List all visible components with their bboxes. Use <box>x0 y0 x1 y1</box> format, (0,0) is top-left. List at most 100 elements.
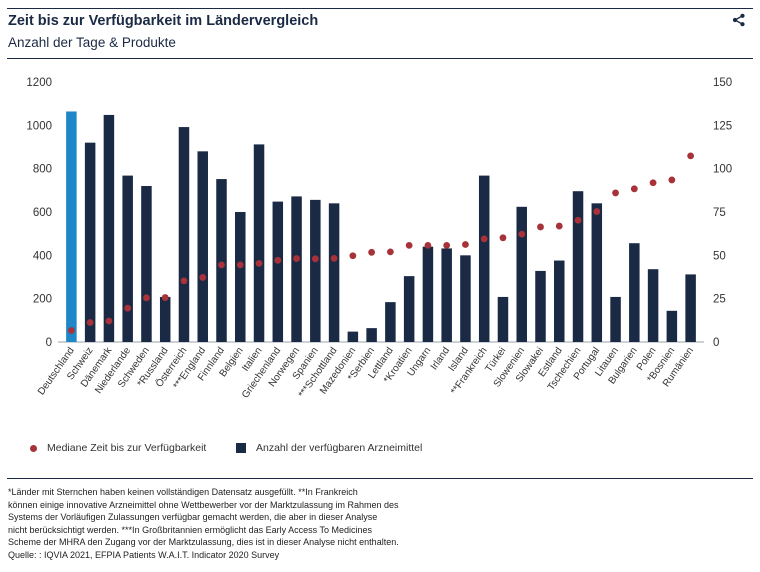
median-dot <box>180 277 188 285</box>
median-dot <box>293 255 300 262</box>
bar <box>103 114 115 342</box>
median-dot <box>480 235 488 243</box>
median-dot <box>124 304 132 312</box>
bar <box>347 331 359 342</box>
bar <box>310 199 321 342</box>
footnote-line: *Länder mit Sternchen haben keinen volls… <box>8 487 358 497</box>
bar <box>685 274 696 342</box>
bar <box>610 296 621 342</box>
median-dot <box>349 252 357 260</box>
footnote-line: Scheme der MHRA den Zugang vor der Markt… <box>8 537 399 548</box>
bar <box>141 186 152 342</box>
median-dot <box>649 179 657 187</box>
bar <box>591 203 603 342</box>
bar <box>516 206 527 342</box>
top-rule <box>7 8 753 9</box>
median-dot <box>518 230 526 238</box>
chart-subtitle: Anzahl der Tage & Produkte <box>8 35 176 50</box>
bar <box>216 179 227 342</box>
bar <box>460 255 471 342</box>
median-dot <box>236 261 244 269</box>
legend-item-medicines: Anzahl der verfügbaren Arzneimittel <box>236 442 422 454</box>
y-left-tick-label: 400 <box>33 250 52 262</box>
median-dot <box>424 241 432 249</box>
bar <box>422 246 434 342</box>
median-dot <box>218 261 225 269</box>
y-right-tick-label: 125 <box>713 120 732 132</box>
median-dot <box>161 294 169 301</box>
median-dot <box>462 241 469 248</box>
footnote-line: Quelle: : IQVIA 2021, EFPIA Patients W.A… <box>8 549 280 560</box>
median-dot <box>143 294 150 302</box>
legend: Mediane Zeit bis zur Verfügbarkeit Anzah… <box>0 442 760 462</box>
legend-label-median-time: Mediane Zeit bis zur Verfügbarkeit <box>47 442 207 454</box>
y-right-tick-label: 50 <box>713 250 726 262</box>
median-dot <box>368 248 376 256</box>
footer-rule <box>7 478 753 479</box>
chart-title: Zeit bis zur Verfügbarkeit im Länderverg… <box>8 13 319 29</box>
median-dot <box>499 234 507 242</box>
y-left-tick-label: 200 <box>33 294 52 306</box>
median-dot <box>86 319 94 326</box>
median-dot <box>199 274 207 281</box>
header-rule <box>7 58 753 59</box>
median-dot <box>574 216 582 224</box>
footnote-line: können einige innovative Arzneimittel oh… <box>8 499 399 510</box>
bar <box>235 212 246 342</box>
bar <box>66 111 77 342</box>
bar <box>554 260 565 342</box>
bar <box>366 328 377 342</box>
bar <box>84 142 96 342</box>
bar <box>478 175 490 342</box>
bar <box>572 191 584 342</box>
median-dot <box>668 176 676 184</box>
legend-dot-icon <box>30 444 37 452</box>
bar <box>291 196 302 342</box>
y-right-tick-label: 150 <box>713 77 732 89</box>
median-dot <box>255 259 263 267</box>
y-right-tick-label: 0 <box>713 337 719 349</box>
y-left-tick-label: 0 <box>46 337 52 349</box>
median-dot <box>593 208 601 215</box>
median-dot <box>537 223 544 231</box>
median-dot <box>330 254 338 262</box>
bar <box>178 127 190 342</box>
bar <box>159 296 171 342</box>
bar <box>629 243 640 342</box>
bar <box>666 310 678 342</box>
median-dot <box>311 255 319 263</box>
legend-label-medicines: Anzahl der verfügbaren Arzneimittel <box>256 442 423 454</box>
bar <box>497 296 509 342</box>
bar <box>197 151 208 342</box>
y-right-tick-label: 25 <box>713 294 726 306</box>
bar <box>272 201 284 342</box>
chart-area: 0200400600800100012000255075100125150Deu… <box>26 77 732 400</box>
bar <box>535 270 546 342</box>
median-dot <box>443 241 451 249</box>
median-dot <box>274 256 282 264</box>
bar <box>122 175 133 342</box>
bar <box>441 248 452 342</box>
median-dot <box>687 152 695 160</box>
median-dot <box>386 248 394 256</box>
y-left-tick-label: 1000 <box>26 120 52 132</box>
bar <box>385 302 396 342</box>
footnote: *Länder mit Sternchen haben keinen volls… <box>8 486 728 562</box>
y-left-tick-label: 1200 <box>26 77 52 89</box>
bar <box>328 203 340 342</box>
median-dot <box>612 189 619 197</box>
footnote-line: Systems der Vorläufigen Zulassungen verf… <box>8 512 378 523</box>
bar <box>403 276 415 342</box>
legend-item-median-time: Mediane Zeit bis zur Verfügbarkeit <box>30 442 206 454</box>
median-dot <box>405 241 413 249</box>
y-right-tick-label: 100 <box>713 164 732 176</box>
y-right-tick-label: 75 <box>713 207 726 219</box>
median-dot <box>555 222 563 230</box>
y-left-tick-label: 600 <box>33 207 52 219</box>
legend-bar-icon <box>236 443 246 453</box>
bar <box>253 144 265 342</box>
footnote-line: nicht berücksichtigt werden. ***In Großb… <box>8 524 373 535</box>
median-dot <box>105 317 113 325</box>
bar <box>647 269 659 342</box>
share-icon[interactable] <box>732 13 746 27</box>
